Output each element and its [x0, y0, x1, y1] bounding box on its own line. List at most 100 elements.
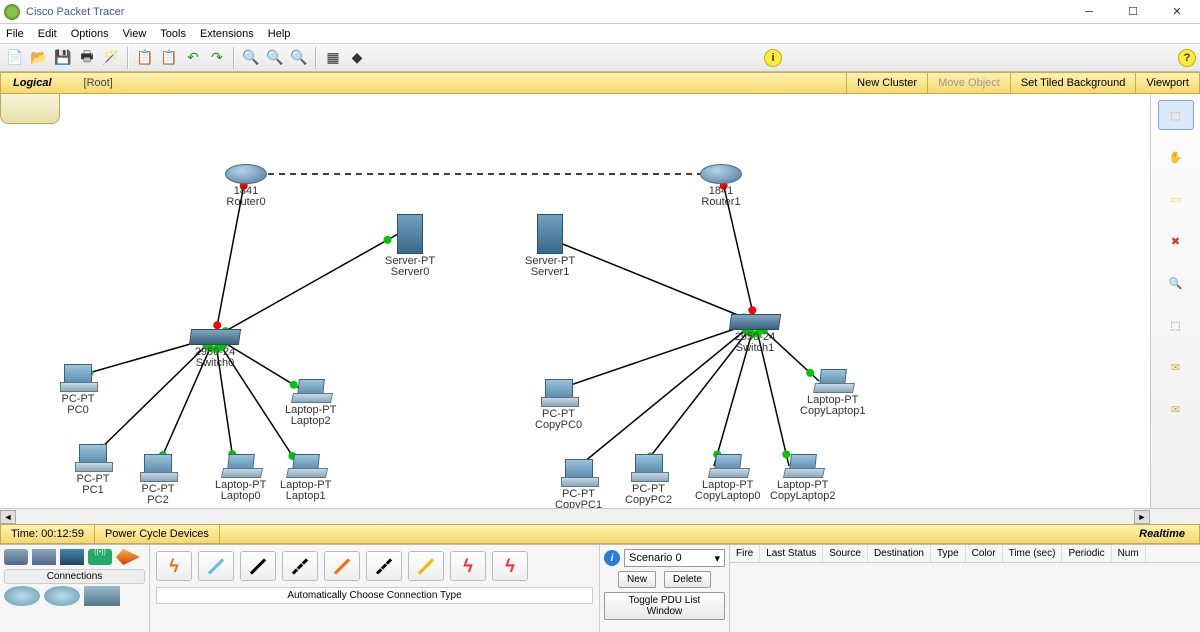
device-sw1[interactable]: 2950-24Switch1	[730, 314, 780, 354]
inspect-icon[interactable]: 🔍	[1158, 268, 1194, 298]
menu-file[interactable]: File	[6, 28, 24, 40]
menu-help[interactable]: Help	[268, 28, 291, 40]
scenario-label: Scenario 0	[629, 552, 682, 564]
wizard-icon[interactable]: 🪄	[100, 47, 122, 69]
device-pc1[interactable]: PC-PTPC1	[75, 444, 111, 496]
resize-icon[interactable]: ⬚	[1158, 310, 1194, 340]
scenario-delete-button[interactable]: Delete	[664, 571, 711, 588]
device-sub-icon[interactable]	[44, 586, 80, 606]
help-icon[interactable]: ?	[1178, 49, 1196, 67]
device-srv0[interactable]: Server-PTServer0	[385, 214, 435, 278]
paste-icon[interactable]: 📋	[158, 47, 180, 69]
copy-icon[interactable]: 📋	[134, 47, 156, 69]
device-sub-icon[interactable]	[84, 586, 120, 606]
conn-straight-icon[interactable]	[240, 551, 276, 581]
scroll-left-icon[interactable]: ◄	[0, 510, 16, 524]
new-icon[interactable]: 📄	[4, 47, 26, 69]
device-category-label: Connections	[4, 569, 145, 584]
simple-pdu-icon[interactable]: ✉	[1158, 352, 1194, 382]
device-clp2[interactable]: Laptop-PTCopyLaptop2	[770, 454, 835, 502]
hubs-category-icon[interactable]	[60, 549, 84, 565]
palette-icon[interactable]: ▦	[322, 47, 344, 69]
zoom-in-icon[interactable]: 🔍	[240, 47, 262, 69]
pdu-col-timesec[interactable]: Time (sec)	[1003, 545, 1063, 562]
select-icon[interactable]: ⬚	[1158, 100, 1194, 130]
device-lp0[interactable]: Laptop-PTLaptop0	[215, 454, 266, 502]
device-cpc2[interactable]: PC-PTCopyPC2	[625, 454, 672, 506]
breadcrumb-root[interactable]: [Root]	[64, 77, 133, 89]
logical-tab[interactable]: Logical	[1, 77, 64, 89]
pdu-col-destination[interactable]: Destination	[868, 545, 931, 562]
custom-icon[interactable]: ◆	[346, 47, 368, 69]
device-sub-icon[interactable]	[4, 586, 40, 606]
menu-extensions[interactable]: Extensions	[200, 28, 254, 40]
pdu-col-periodic[interactable]: Periodic	[1062, 545, 1111, 562]
complex-pdu-icon[interactable]: ✉	[1158, 394, 1194, 424]
pdu-col-fire[interactable]: Fire	[730, 545, 760, 562]
menu-view[interactable]: View	[123, 28, 147, 40]
toggle-pdu-button[interactable]: Toggle PDU List Window	[604, 592, 725, 620]
save-icon[interactable]: 💾	[52, 47, 74, 69]
power-cycle-button[interactable]: Power Cycle Devices	[95, 525, 220, 543]
logical-physical-tab[interactable]	[0, 94, 60, 124]
scroll-right-icon[interactable]: ►	[1134, 510, 1150, 524]
nav-viewport[interactable]: Viewport	[1135, 72, 1199, 94]
info-icon[interactable]: i	[764, 49, 782, 67]
print-icon[interactable]: 🖶	[76, 47, 98, 69]
device-pc2[interactable]: PC-PTPC2	[140, 454, 176, 506]
scenario-new-button[interactable]: New	[618, 571, 656, 588]
device-srv1[interactable]: Server-PTServer1	[525, 214, 575, 278]
device-lp1[interactable]: Laptop-PTLaptop1	[280, 454, 331, 502]
device-cpc1[interactable]: PC-PTCopyPC1	[555, 459, 602, 508]
nav-new-cluster[interactable]: New Cluster	[846, 72, 927, 94]
undo-icon[interactable]: ↶	[182, 47, 204, 69]
move-layout-icon[interactable]: ✋	[1158, 142, 1194, 172]
device-cpc0[interactable]: PC-PTCopyPC0	[535, 379, 582, 431]
zoom-reset-icon[interactable]: 🔍	[264, 47, 286, 69]
pdu-col-num[interactable]: Num	[1112, 545, 1146, 562]
place-note-icon[interactable]: ▭	[1158, 184, 1194, 214]
realtime-tab[interactable]: Realtime	[1125, 528, 1199, 540]
device-pc0[interactable]: PC-PTPC0	[60, 364, 96, 416]
pdu-col-color[interactable]: Color	[966, 545, 1003, 562]
device-lp2[interactable]: Laptop-PTLaptop2	[285, 379, 336, 427]
routers-category-icon[interactable]	[4, 549, 28, 565]
minimize-button[interactable]: ─	[1070, 2, 1108, 22]
conn-coax-icon[interactable]	[408, 551, 444, 581]
nav-set-tiled-background[interactable]: Set Tiled Background	[1010, 72, 1136, 94]
pdu-col-type[interactable]: Type	[931, 545, 966, 562]
conn-phone-icon[interactable]	[366, 551, 402, 581]
menu-tools[interactable]: Tools	[160, 28, 186, 40]
info-icon[interactable]: i	[604, 550, 620, 566]
menu-edit[interactable]: Edit	[38, 28, 57, 40]
conn-console-icon[interactable]	[198, 551, 234, 581]
device-r1[interactable]: 1841Router1	[700, 164, 742, 208]
maximize-button[interactable]: ☐	[1114, 2, 1152, 22]
device-clp0[interactable]: Laptop-PTCopyLaptop0	[695, 454, 760, 502]
device-sw0[interactable]: 2950-24Switch0	[190, 329, 240, 369]
connection-type-panel: ϟϟϟ Automatically Choose Connection Type	[150, 545, 600, 632]
scenario-select[interactable]: Scenario 0▾	[624, 549, 725, 567]
conn-auto-icon[interactable]: ϟ	[156, 551, 192, 581]
conn-cross-icon[interactable]	[282, 551, 318, 581]
open-icon[interactable]: 📂	[28, 47, 50, 69]
zoom-out-icon[interactable]: 🔍	[288, 47, 310, 69]
canvas-scroll-area[interactable]: 1841Router0 1841Router1 Server-PTServer0 Se…	[0, 94, 1150, 508]
pdu-col-source[interactable]: Source	[823, 545, 868, 562]
conn-serial-dce-icon[interactable]: ϟ	[450, 551, 486, 581]
conn-serial-dte-icon[interactable]: ϟ	[492, 551, 528, 581]
redo-icon[interactable]: ↷	[206, 47, 228, 69]
close-button[interactable]: ✕	[1158, 2, 1196, 22]
horizontal-scrollbar[interactable]: ◄ ►	[0, 508, 1200, 524]
pdu-col-laststatus[interactable]: Last Status	[760, 545, 823, 562]
delete-icon[interactable]: ✖	[1158, 226, 1194, 256]
menu-options[interactable]: Options	[71, 28, 109, 40]
device-clp1[interactable]: Laptop-PTCopyLaptop1	[800, 369, 865, 417]
connections-category-icon[interactable]	[116, 549, 140, 565]
network-canvas[interactable]: 1841Router0 1841Router1 Server-PTServer0 Se…	[0, 94, 1150, 508]
conn-fiber-icon[interactable]	[324, 551, 360, 581]
wireless-category-icon[interactable]: ((•))	[88, 549, 112, 565]
device-r0[interactable]: 1841Router0	[225, 164, 267, 208]
switches-category-icon[interactable]	[32, 549, 56, 565]
links-layer	[0, 94, 1150, 508]
